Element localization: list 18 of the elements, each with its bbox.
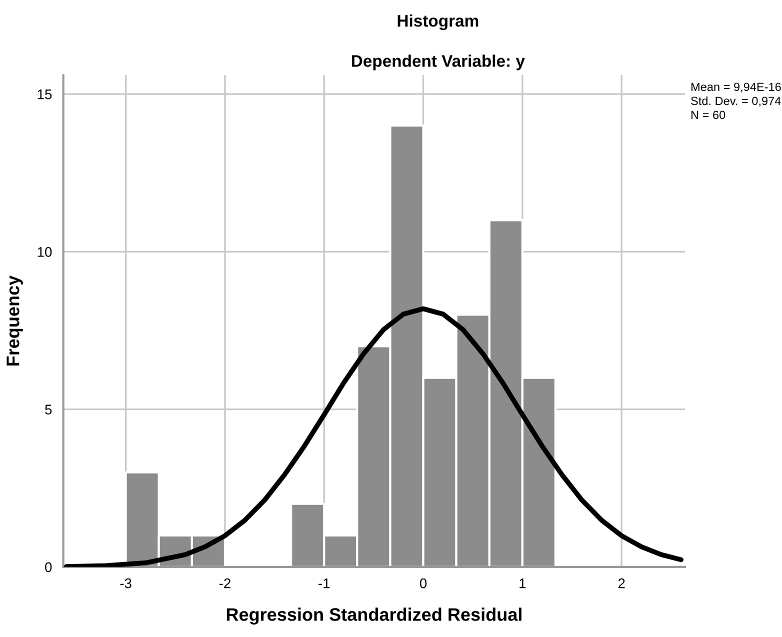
x-tick-label: -1 bbox=[318, 578, 330, 588]
text: N = 60 bbox=[691, 110, 726, 120]
x-tick-label: -2 bbox=[219, 578, 230, 588]
x-tick-label: 0 bbox=[420, 578, 427, 588]
chart-subtitle: Dependent Variable: y bbox=[352, 54, 525, 70]
x-tick-label: -3 bbox=[120, 578, 132, 588]
x-tick-label: 2 bbox=[618, 578, 625, 588]
line-series bbox=[64, 306, 684, 567]
y-axis-title: Frequency bbox=[6, 275, 23, 366]
x-axis-title: Regression Standardized Residual bbox=[226, 608, 522, 625]
y-tick-label: 15 bbox=[38, 90, 52, 100]
chart-title: Histogram bbox=[398, 14, 478, 30]
y-tick-label: 0 bbox=[45, 562, 52, 572]
x-tick-label: 1 bbox=[520, 578, 526, 588]
y-tick-label: 5 bbox=[45, 404, 52, 414]
text: Std. Dev. = 0,974 bbox=[691, 96, 781, 106]
text: Mean = 9,94E-16 bbox=[691, 82, 781, 92]
y-tick-label: 10 bbox=[38, 247, 52, 257]
